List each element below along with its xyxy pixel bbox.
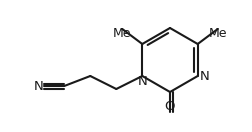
Text: Me: Me bbox=[208, 27, 226, 40]
Text: N: N bbox=[34, 79, 43, 93]
Text: O: O bbox=[164, 100, 175, 113]
Text: N: N bbox=[137, 75, 147, 88]
Text: N: N bbox=[199, 70, 209, 82]
Text: Me: Me bbox=[113, 27, 131, 40]
